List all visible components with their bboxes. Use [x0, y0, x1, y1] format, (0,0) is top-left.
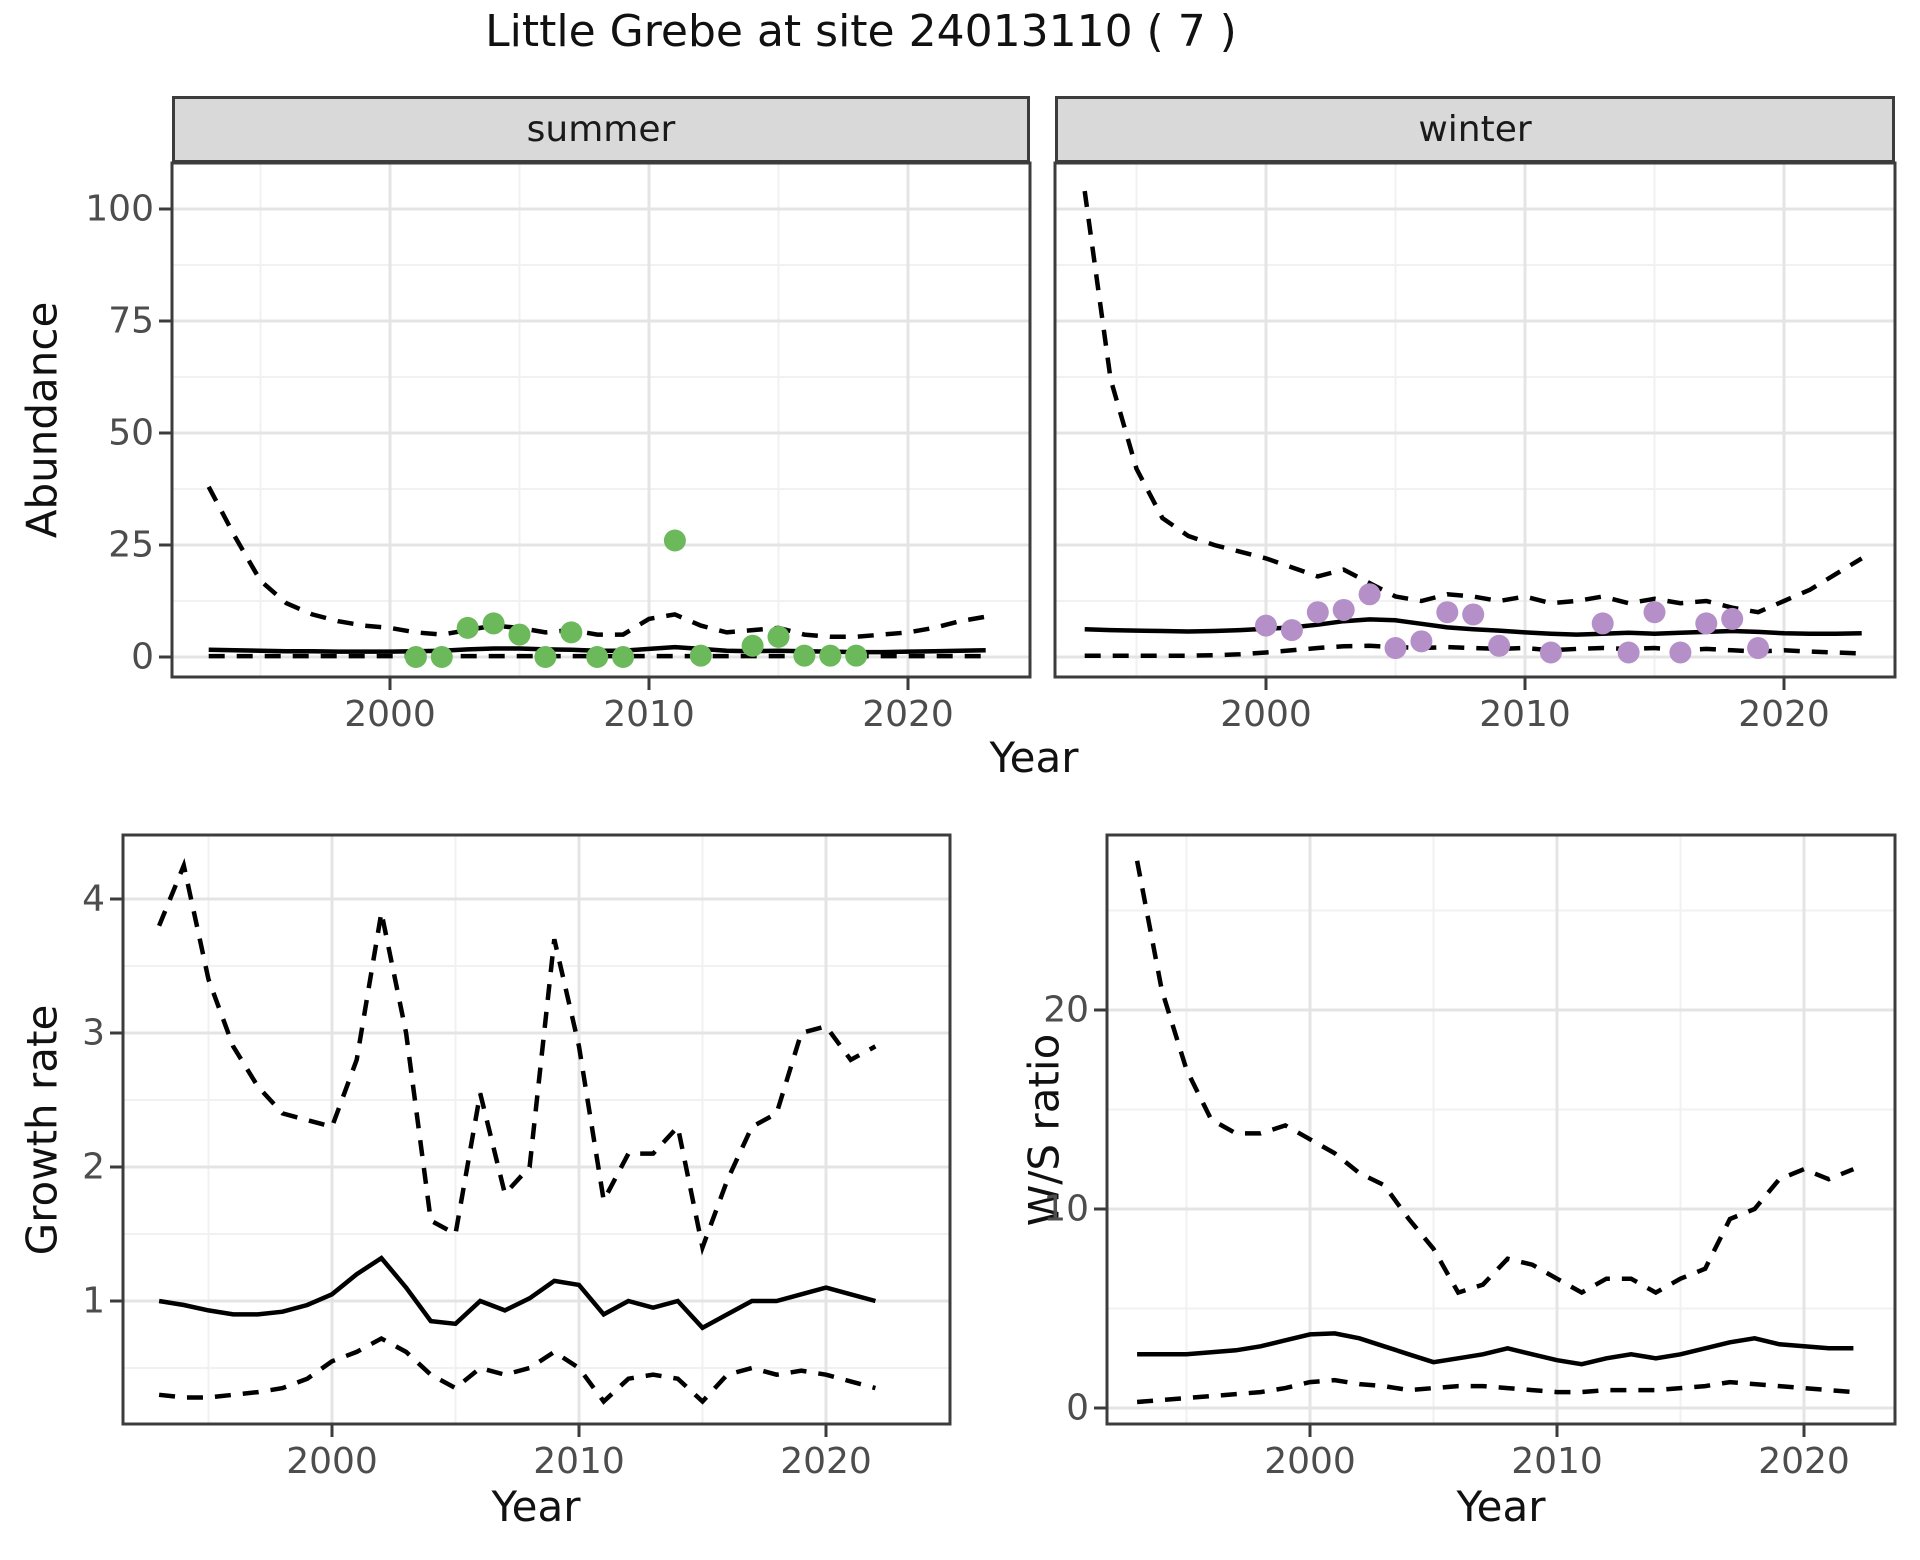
data-point-winter [1332, 598, 1355, 621]
data-point-winter [1462, 603, 1485, 626]
axis-tick-label: 25 [108, 524, 154, 566]
data-point-summer [456, 616, 479, 639]
panel-ws [1094, 833, 1897, 1437]
axis-tick-label: 50 [108, 412, 154, 454]
axis-tick-label: 100 [85, 188, 154, 230]
series-lower-winter [1084, 643, 1862, 658]
facet-strip-winter-label: winter [1418, 109, 1532, 150]
data-point-winter [1721, 607, 1744, 630]
data-point-summer [482, 612, 505, 635]
x-axis-title-year-top: Year [989, 733, 1079, 782]
data-point-winter [1591, 612, 1614, 635]
series-upper-growth [157, 857, 877, 1256]
data-point-summer [663, 529, 686, 552]
axis-tick-label: 2010 [1479, 694, 1571, 735]
axis-tick-label: 2010 [1511, 1441, 1603, 1482]
data-point-summer [819, 644, 842, 667]
series-lower-ws [1136, 1377, 1854, 1405]
axis-tick-label: 2000 [1220, 694, 1312, 735]
data-point-summer [430, 646, 453, 668]
panel-growth [110, 833, 952, 1437]
series-fit-growth [158, 1255, 876, 1331]
axis-tick-label: 2020 [862, 694, 954, 735]
data-point-summer [586, 646, 609, 668]
axis-tick-label: 3 [82, 1012, 105, 1054]
axis-tick-label: 10 [1043, 1188, 1089, 1230]
series-upper-summer [206, 485, 987, 640]
data-point-winter [1617, 641, 1640, 664]
axis-tick-label: 2000 [1264, 1441, 1356, 1482]
data-point-summer [793, 644, 816, 667]
axis-tick-label: 0 [131, 636, 154, 678]
chart-title: Little Grebe at site 24013110 ( 7 ) [485, 6, 1237, 57]
data-point-winter [1280, 619, 1303, 642]
facet-strip-summer: summer [172, 96, 1030, 163]
data-point-summer [534, 646, 557, 668]
data-point-summer [404, 646, 427, 668]
axis-tick-label: 2010 [533, 1441, 625, 1482]
axis-tick-label: 0 [1066, 1387, 1089, 1429]
axis-tick-label: 2 [82, 1146, 105, 1188]
panel-summer [159, 161, 1032, 690]
data-point-winter [1669, 641, 1692, 664]
facet-strip-winter: winter [1055, 96, 1895, 163]
y-axis-title-abundance: Abundance [17, 301, 67, 539]
series-upper-ws [1134, 860, 1855, 1296]
series-lower-growth [158, 1335, 876, 1405]
data-point-winter [1410, 630, 1433, 653]
data-point-summer [767, 625, 790, 648]
data-point-winter [1358, 583, 1381, 606]
axis-tick-label: 4 [82, 878, 105, 920]
data-point-summer [508, 623, 531, 646]
axis-tick-label: 1 [82, 1280, 105, 1322]
data-point-summer [689, 644, 712, 667]
axis-tick-label: 20 [1043, 989, 1089, 1031]
axis-tick-label: 2020 [1738, 694, 1830, 735]
axis-tick-label: 2010 [603, 694, 695, 735]
data-point-winter [1747, 637, 1770, 660]
data-point-winter [1436, 601, 1459, 624]
series-fit-winter [1084, 617, 1862, 637]
series-fit-ws [1137, 1331, 1854, 1367]
axis-tick-label: 2000 [344, 694, 436, 735]
x-axis-title-year-ws: Year [1456, 1482, 1546, 1531]
x-axis-title-year-growth: Year [491, 1482, 581, 1531]
axis-tick-label: 2000 [286, 1441, 378, 1482]
data-point-summer [560, 621, 583, 644]
axis-tick-label: 2020 [780, 1441, 872, 1482]
data-point-summer [845, 644, 868, 667]
data-point-summer [612, 646, 635, 668]
data-point-winter [1539, 641, 1562, 664]
facet-strip-summer-label: summer [526, 109, 676, 150]
data-point-winter [1488, 634, 1511, 657]
data-point-winter [1255, 614, 1277, 637]
axis-tick-label: 2020 [1758, 1441, 1850, 1482]
series-upper-winter [1082, 190, 1863, 615]
data-point-winter [1695, 612, 1718, 635]
data-point-winter [1643, 601, 1666, 624]
axis-tick-label: 75 [108, 300, 154, 342]
y-axis-title-growth-rate: Growth rate [17, 1004, 67, 1256]
data-point-summer [741, 634, 764, 657]
panel-winter [1053, 161, 1897, 690]
data-point-winter [1306, 601, 1329, 624]
data-point-winter [1384, 637, 1407, 660]
